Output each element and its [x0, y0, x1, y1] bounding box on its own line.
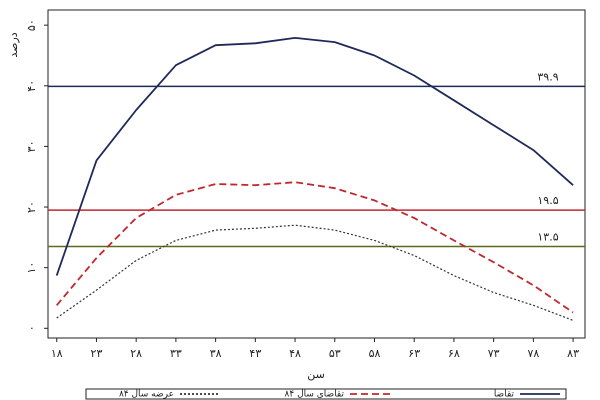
y-tick-label: ۴۰: [25, 80, 38, 92]
x-tick-label: ۸۳: [567, 347, 579, 360]
x-tick-label: ۲۸: [130, 347, 142, 360]
x-tick-label: ۳۳: [170, 347, 182, 360]
x-tick-label: ۴۸: [289, 347, 301, 360]
legend-label: تقاضای سال ۸۴: [285, 390, 345, 400]
y-axis-label: درصد: [7, 32, 20, 57]
y-tick-label: ۵۰: [25, 19, 38, 31]
legend-label: عرضه سال ۸۴: [119, 390, 174, 400]
series-line: [56, 181, 574, 314]
x-axis-label: سن: [307, 368, 325, 381]
x-tick-label: ۷۸: [527, 347, 539, 360]
x-tick-label: ۴۳: [249, 347, 261, 360]
legend-label: تقاضا: [494, 390, 515, 400]
legend-box: [85, 388, 567, 400]
x-tick-label: ۲۳: [91, 347, 103, 360]
x-tick-label: ۶۸: [448, 347, 460, 360]
reference-label: ۱۳.۵: [537, 230, 558, 243]
x-tick-label: ۵۸: [369, 347, 381, 360]
series-line: [56, 224, 574, 321]
x-tick-label: ۳۸: [210, 347, 222, 360]
x-tick-label: ۱۸: [51, 347, 63, 360]
series-line: [55, 37, 574, 276]
x-tick-label: ۷۳: [488, 347, 500, 360]
reference-label: ۱۹.۵: [537, 194, 558, 207]
y-tick-label: ۲۰: [25, 201, 38, 213]
plot-frame: [47, 9, 586, 339]
x-tick-label: ۵۳: [329, 347, 341, 360]
y-tick-label: ۱۰: [25, 262, 38, 274]
x-tick-label: ۶۳: [408, 347, 420, 360]
y-tick-label: ۰: [25, 325, 38, 331]
y-tick-label: ۳۰: [25, 140, 38, 152]
reference-label: ۳۹.۹: [537, 70, 558, 83]
